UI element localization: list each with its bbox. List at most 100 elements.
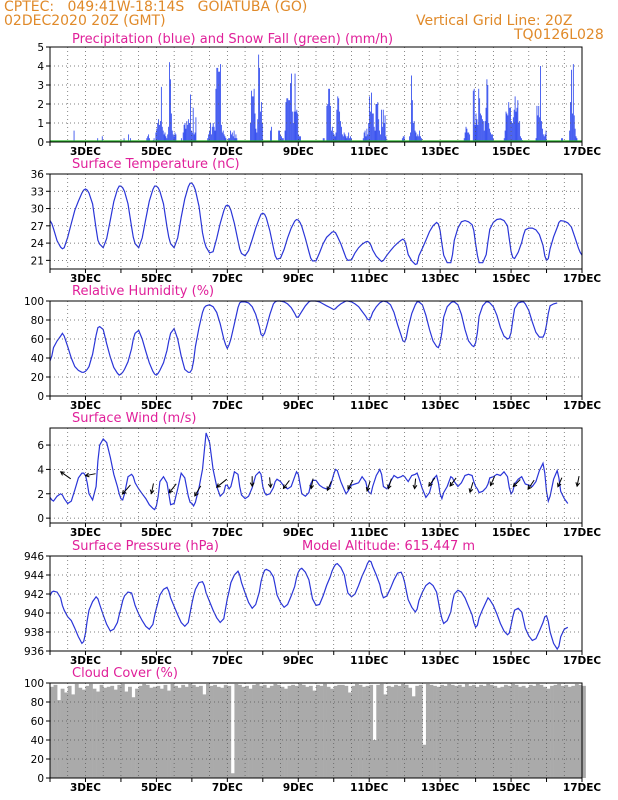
precip-bar	[378, 119, 380, 142]
cloud-bar	[67, 685, 72, 778]
cloud-bar	[301, 684, 306, 778]
precip-bar	[334, 136, 336, 142]
cloud-bar	[582, 685, 586, 778]
x-tick-label: 3DEC	[70, 400, 101, 412]
cloud-bar	[496, 687, 501, 778]
panel-title: Cloud Cover (%)	[72, 666, 178, 681]
wind-arrow	[310, 478, 314, 489]
precip-bar	[156, 128, 158, 142]
precip-bar	[130, 138, 131, 142]
y-tick-label: 940	[24, 608, 44, 620]
precip-bar	[537, 115, 539, 142]
precip-bar	[476, 119, 478, 142]
x-tick-label: 11DEC	[350, 655, 389, 667]
precip-bar	[299, 136, 300, 142]
precip-bar	[484, 121, 486, 142]
x-tick-label: 15DEC	[492, 273, 531, 285]
cloud-bar	[60, 688, 65, 778]
cloud-bar	[276, 684, 281, 778]
panel-frame	[49, 555, 583, 652]
precip-bar	[543, 136, 545, 142]
wind-arrow	[449, 477, 457, 487]
precip-bar	[366, 128, 368, 142]
precip-bar	[191, 132, 193, 142]
precip-bar	[163, 134, 165, 142]
y-tick-label: 0	[37, 391, 44, 403]
wind-arrow-head	[365, 486, 371, 493]
header-date: 02DEC2020 20Z (GMT)	[4, 13, 166, 29]
cloud-bar	[326, 686, 331, 778]
x-tick-label: 7DEC	[212, 146, 243, 158]
cloud-bar	[74, 683, 79, 778]
precip-bar	[326, 105, 328, 142]
precip-bar	[544, 134, 546, 142]
precip-bar	[485, 107, 487, 142]
precip-bar	[413, 121, 415, 142]
x-tick-label: 3DEC	[70, 527, 101, 539]
cloud-bar	[291, 684, 296, 778]
precip-bar	[347, 136, 349, 142]
precip-bar	[510, 107, 511, 142]
precip-bar	[165, 136, 167, 142]
wind-arrow	[269, 477, 272, 488]
cloud-bar	[110, 685, 115, 778]
precip-bar	[483, 130, 485, 142]
cloud-bar	[152, 686, 157, 778]
cloud-bar	[344, 685, 349, 778]
precip-bar	[364, 130, 366, 142]
cloud-bar	[408, 687, 413, 778]
y-tick-label: 5	[37, 42, 44, 54]
cloud-bar	[479, 684, 483, 778]
precip-bar	[291, 111, 293, 142]
y-tick-label: 942	[24, 589, 44, 601]
cloud-bar	[120, 683, 125, 778]
precip-bar	[490, 132, 491, 142]
wind-arrow	[387, 478, 392, 489]
precip-bar	[211, 126, 213, 142]
wind-arrow-head	[121, 489, 127, 495]
precip-bar	[341, 126, 342, 142]
precip-bar	[168, 126, 170, 142]
cloud-area	[50, 683, 586, 778]
cloud-bar	[305, 686, 310, 778]
wind-arrow-head	[215, 483, 221, 488]
x-tick-label: 7DEC	[212, 655, 243, 667]
precip-bar	[368, 123, 370, 142]
precip-bar	[223, 134, 225, 142]
y-tick-label: 80	[31, 697, 44, 709]
precip-bar	[535, 138, 537, 142]
x-tick-label: 11DEC	[350, 273, 389, 285]
cloud-bar	[92, 688, 97, 778]
precip-bar	[576, 138, 578, 142]
precip-bar	[189, 123, 190, 142]
precip-bar	[342, 136, 344, 142]
precip-bars	[73, 54, 578, 143]
precip-bar	[491, 134, 493, 142]
precip-bar	[158, 119, 160, 142]
precip-bar	[190, 94, 191, 142]
panel-frame	[49, 173, 583, 270]
series-line	[49, 300, 558, 376]
cloud-bar	[287, 685, 292, 778]
precip-bar	[509, 107, 511, 142]
cloud-bar	[528, 684, 533, 778]
cloud-bar	[184, 686, 189, 778]
cloud-bar	[347, 692, 352, 778]
precip-bar	[481, 115, 482, 142]
panel-frame	[49, 427, 583, 524]
cloud-bar	[411, 696, 416, 778]
precip-bar	[382, 109, 384, 142]
precip-bar	[292, 123, 294, 142]
precip-bar	[575, 136, 577, 142]
precip-bar	[371, 92, 372, 142]
precip-bar	[294, 73, 296, 142]
cloud-bar	[89, 683, 93, 778]
cloud-bar	[170, 683, 175, 778]
precip-bar	[489, 128, 491, 142]
precip-bar	[503, 138, 505, 142]
precip-bar	[363, 132, 365, 142]
panel-4	[46, 427, 583, 527]
cloud-bar	[308, 685, 313, 778]
cloud-bar	[237, 684, 242, 778]
precip-bar	[296, 109, 298, 142]
